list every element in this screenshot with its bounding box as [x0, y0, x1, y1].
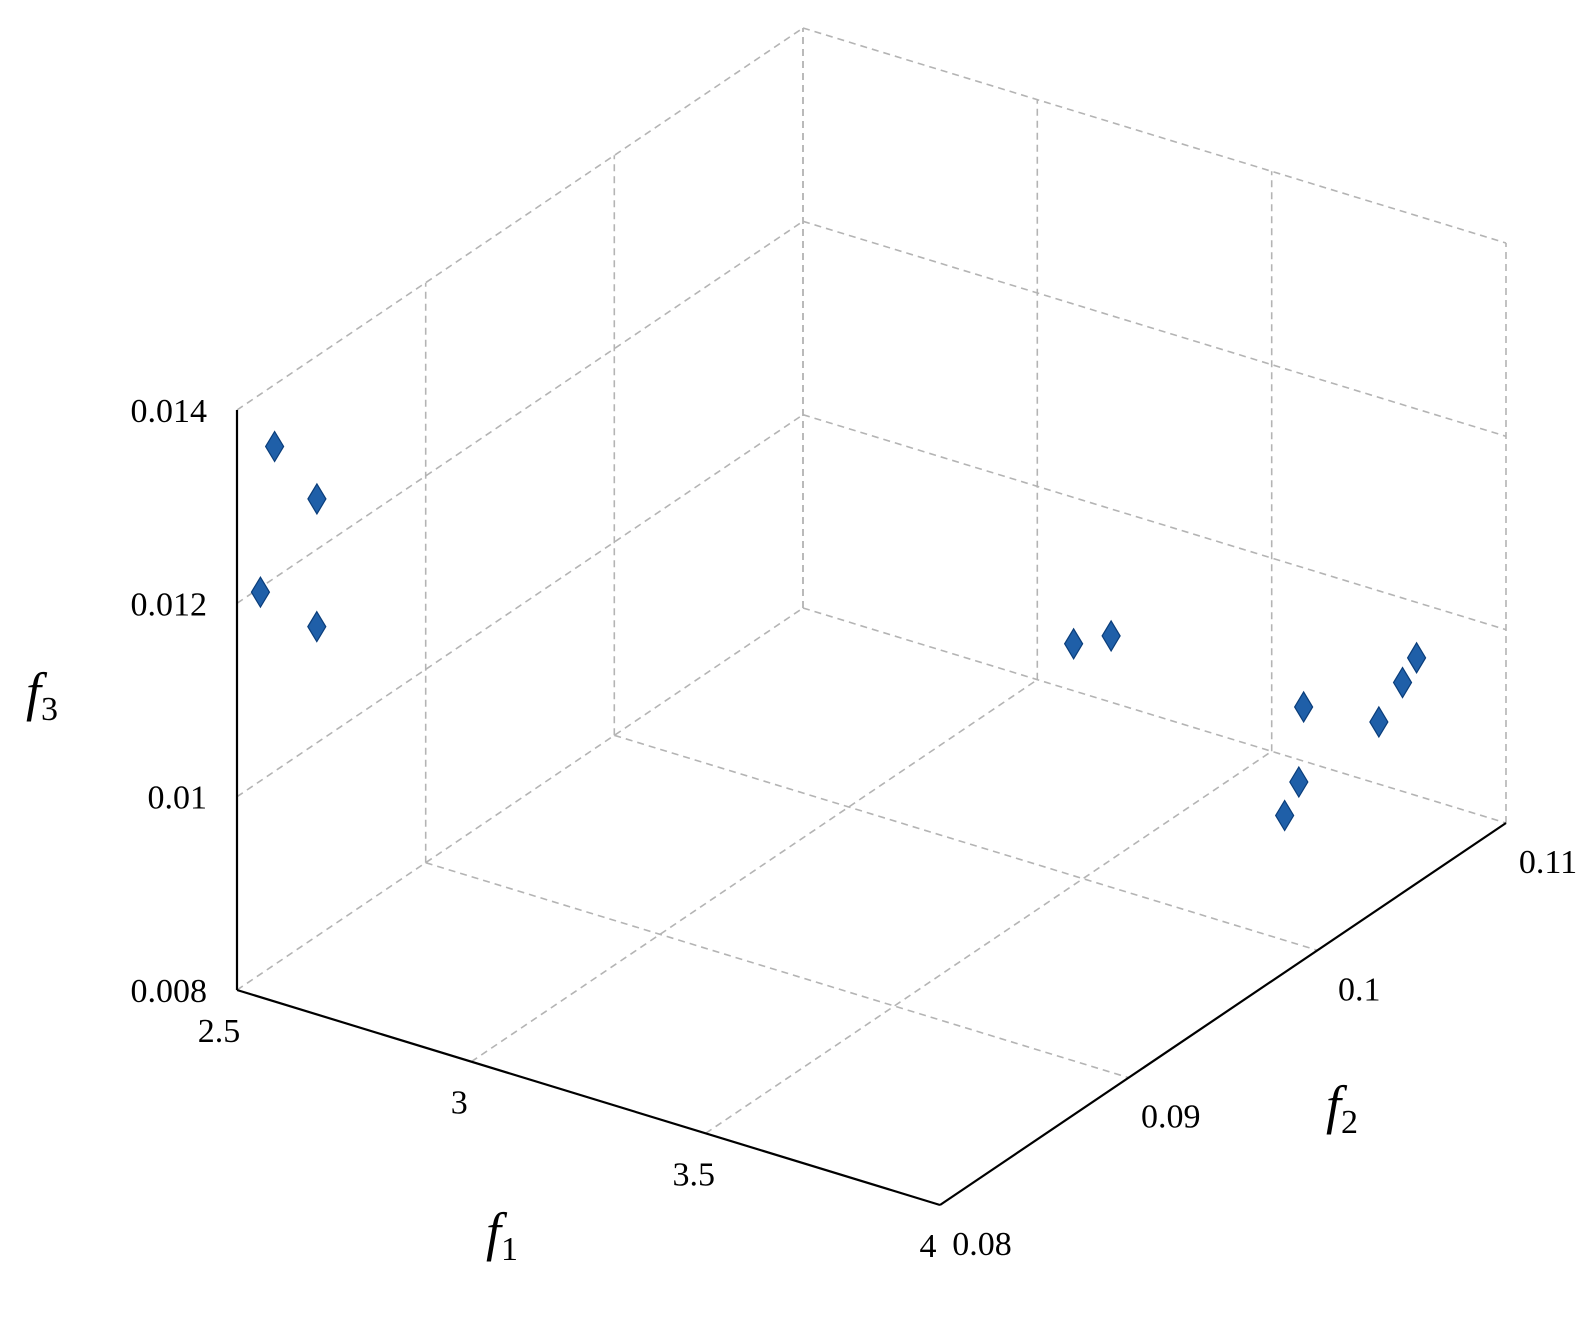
grid-line: [236, 27, 804, 411]
data-point: [1274, 799, 1295, 832]
grid-line: [802, 607, 1507, 824]
data-point: [264, 430, 285, 463]
f3-tick-label: 0.01: [148, 780, 208, 817]
grid-line: [614, 734, 1318, 952]
data-point: [250, 575, 271, 609]
grid-line: [236, 414, 804, 798]
grid-lines: [236, 27, 1507, 1206]
f1-axis: [236, 988, 941, 1207]
f1-axis-label: f1: [486, 1202, 518, 1268]
grid-line: [705, 750, 1273, 1134]
f2-tick-label: 0.1: [1338, 971, 1381, 1008]
grid-line: [425, 861, 1129, 1079]
tick-labels: 2.5 3 3.5 4 0.08 0.09 0.1 0.11 0.008 0.01 0.012 0.0…: [131, 393, 1578, 1265]
data-point: [1392, 666, 1413, 699]
data-point: [1293, 690, 1314, 724]
data-point: [1406, 641, 1427, 674]
grid-line: [802, 27, 1507, 244]
f2-axis-label: f2: [1326, 1075, 1358, 1141]
f3-axis-label: f3: [26, 662, 58, 728]
f2-tick-label: 0.08: [952, 1226, 1012, 1263]
f1-tick-label: 2.5: [198, 1013, 241, 1050]
data-point: [307, 482, 327, 516]
axis-lines: [235, 410, 1507, 1207]
f3-tick-label: 0.012: [131, 586, 208, 623]
grid-line: [470, 679, 1038, 1063]
f1-tick-label: 3.5: [672, 1156, 715, 1193]
data-point: [307, 610, 327, 643]
grid-line: [236, 607, 804, 991]
data-point: [1289, 765, 1309, 799]
f1-tick-label: 4: [920, 1228, 937, 1265]
f2-axis: [939, 822, 1507, 1206]
data-point: [1101, 619, 1121, 653]
data-points: [250, 430, 1427, 832]
data-point: [1063, 627, 1084, 660]
f3-tick-label: 0.014: [131, 393, 208, 430]
f3-tick-label: 0.008: [131, 973, 208, 1010]
f1-tick-label: 3: [451, 1085, 468, 1122]
f2-tick-label: 0.11: [1519, 844, 1577, 881]
grid-line: [236, 220, 804, 604]
grid-line: [802, 220, 1507, 438]
data-point: [1369, 705, 1389, 739]
f2-tick-label: 0.09: [1141, 1099, 1201, 1136]
grid-line: [802, 413, 1507, 631]
